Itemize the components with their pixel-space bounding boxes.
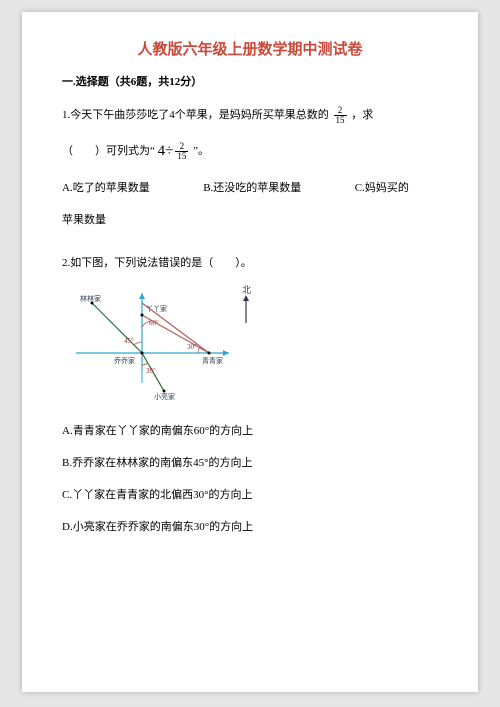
arc-45 — [134, 342, 142, 345]
q1-text-1a: 1.今天下午曲莎莎吃了4个苹果，是妈妈所买苹果总数的 — [62, 109, 329, 121]
north-arrow-head — [243, 295, 249, 301]
q1-optB: B.还没吃的苹果数量 — [203, 182, 301, 194]
q2-diagram: 林林家 丫丫家 乔乔家 青青家 小亮家 北 60° 45° 30° 30° — [74, 283, 438, 408]
label-north: 北 — [242, 285, 251, 295]
arc-30a — [198, 347, 200, 353]
section-heading: 一.选择题（共6题，共12分） — [62, 73, 438, 89]
q1-frac-1: 2 15 — [334, 106, 347, 125]
frac-denominator: 15 — [175, 152, 188, 161]
q1-text-2b: ”。 — [193, 145, 209, 157]
q2-optB: B.乔乔家在林林家的南偏东45°的方向上 — [62, 454, 438, 470]
label-qiaoqiao: 乔乔家 — [114, 356, 135, 365]
q2-optD: D.小亮家在乔乔家的南偏东30°的方向上 — [62, 518, 438, 534]
q2-optA: A.青青家在丫丫家的南偏东60°的方向上 — [62, 422, 438, 438]
angle-30a: 30° — [187, 343, 197, 351]
exam-page: 人教版六年级上册数学期中测试卷 一.选择题（共6题，共12分） 1.今天下午曲莎… — [22, 12, 478, 692]
q1-text-1b: ，求 — [351, 109, 373, 121]
point-yaya — [141, 313, 144, 316]
label-qingqing: 青青家 — [202, 356, 223, 365]
page-title: 人教版六年级上册数学期中测试卷 — [62, 38, 438, 59]
q1-options-line: A.吃了的苹果数量 B.还没吃的苹果数量 C.妈妈买的 — [62, 176, 438, 200]
diagram-svg: 林林家 丫丫家 乔乔家 青青家 小亮家 北 60° 45° 30° 30° — [74, 283, 264, 403]
q1-text-2a: （ ）可列式为“ — [62, 145, 155, 157]
angle-60: 60° — [149, 319, 159, 327]
label-yaya: 丫丫家 — [146, 304, 167, 313]
q2-stem: 2.如下图，下列说法错误的是（ ）。 — [62, 251, 438, 275]
label-linlin: 林林家 — [80, 294, 101, 303]
q1-line2: （ ）可列式为“ 4÷ 2 15 ”。 — [62, 135, 438, 168]
axis-arrow-east — [223, 350, 229, 356]
q1-optA: A.吃了的苹果数量 — [62, 182, 150, 194]
q1-cont: 苹果数量 — [62, 208, 438, 232]
angle-30b: 30° — [146, 367, 156, 375]
axis-arrow-north — [139, 293, 145, 299]
frac-denominator: 15 — [334, 116, 347, 125]
q2-optC: C.丫丫家在青青家的北偏西30°的方向上 — [62, 486, 438, 502]
point-qiaoqiao — [141, 351, 144, 354]
q1-optC: C.妈妈买的 — [355, 182, 409, 194]
label-xiaoliang: 小亮家 — [154, 392, 175, 401]
q1-frac-2: 2 15 — [175, 142, 188, 161]
q1-line1: 1.今天下午曲莎莎吃了4个苹果，是妈妈所买苹果总数的 2 15 ，求 — [62, 103, 438, 127]
line-linlin-qiaoqiao — [92, 303, 142, 353]
q1-eq-left: 4÷ — [158, 143, 174, 159]
arc-30b — [142, 363, 148, 365]
point-qingqing — [208, 351, 211, 354]
angle-45: 45° — [124, 337, 134, 345]
